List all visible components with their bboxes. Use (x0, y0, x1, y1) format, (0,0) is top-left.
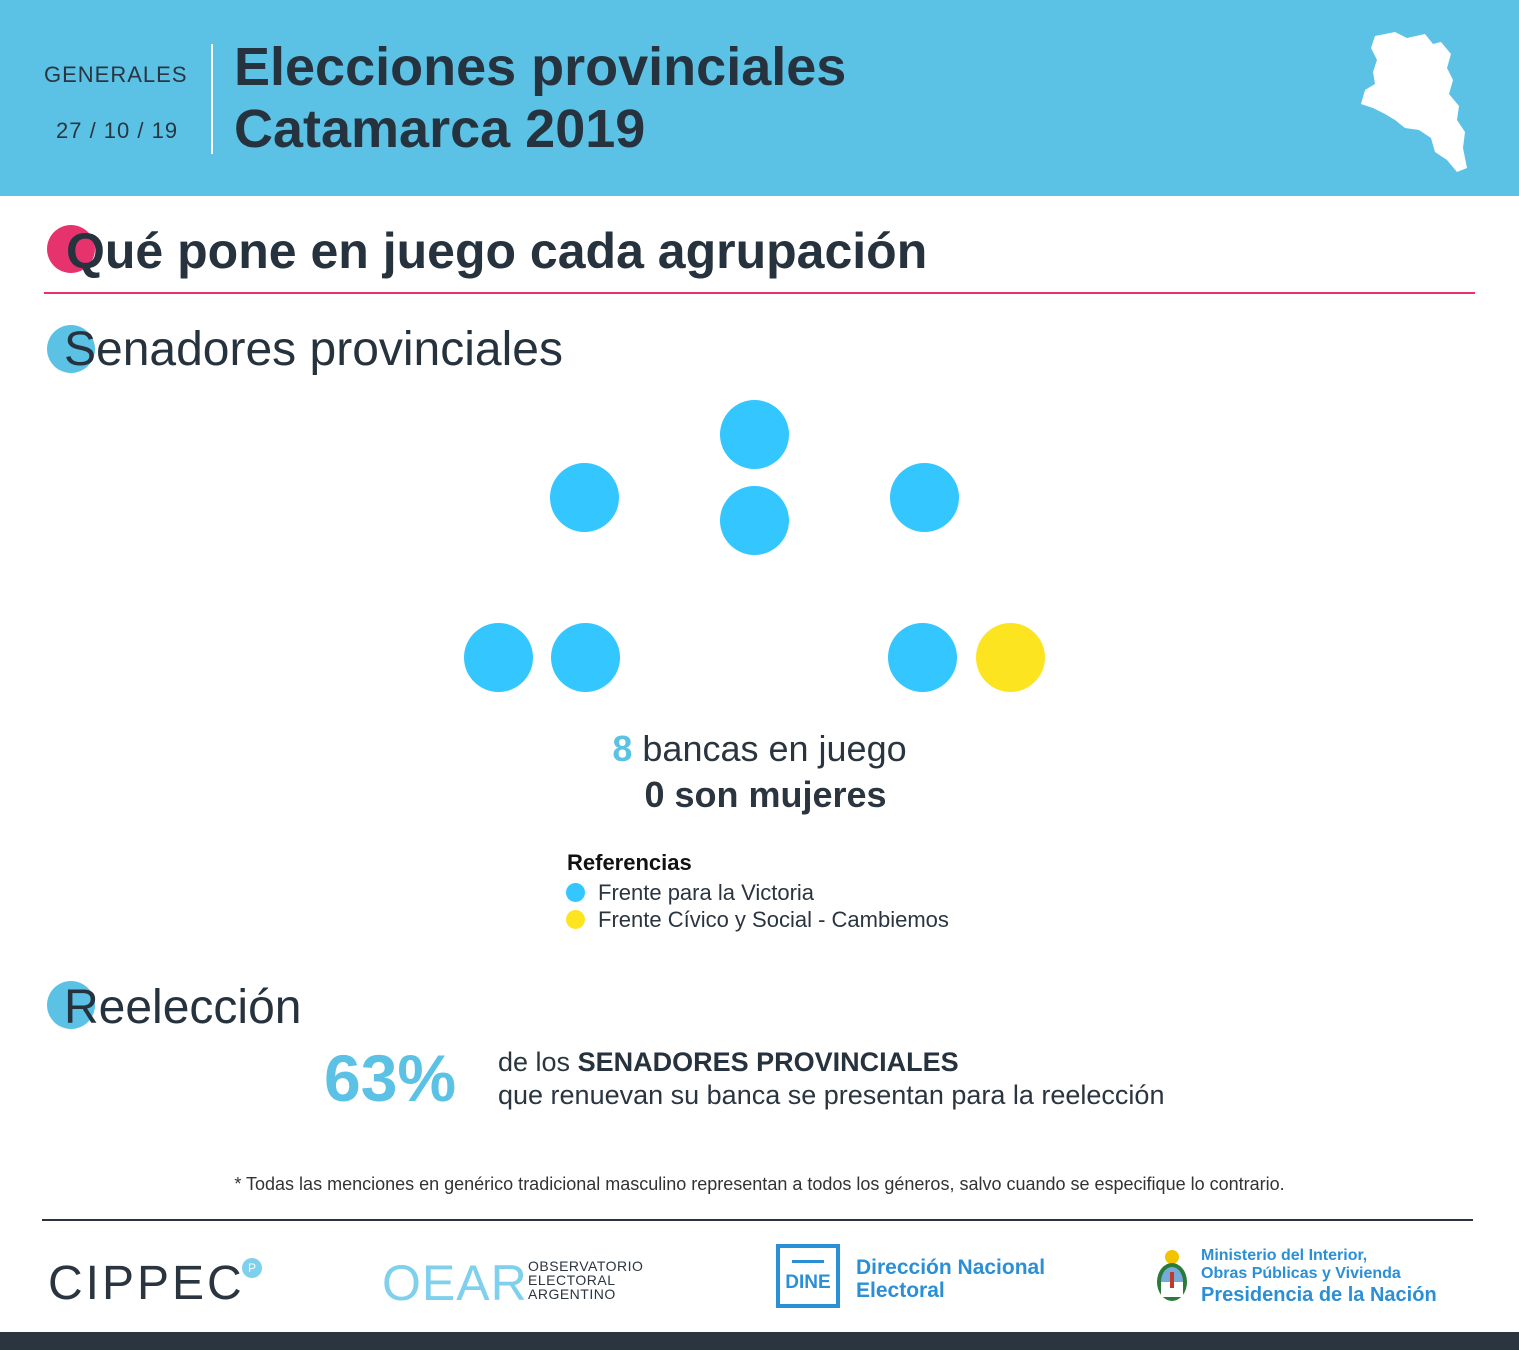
dine-name: Dirección Nacional Electoral (856, 1256, 1045, 1302)
national-coat-of-arms-icon (1157, 1250, 1187, 1301)
reelection-percent: 63% (324, 1041, 457, 1115)
reelection-bold: SENADORES PROVINCIALES (577, 1047, 959, 1077)
legend-dot-fpv (566, 883, 585, 902)
page-title-line2: Catamarca 2019 (234, 99, 646, 159)
legend-label-fpv: Frente para la Victoria (598, 880, 815, 905)
page-title-line1: Elecciones provinciales (234, 37, 847, 97)
reelection-description: de los SENADORES PROVINCIALES que renuev… (498, 1046, 1164, 1112)
dine-logo-text: DINE (785, 1272, 831, 1293)
senate-title-dot (47, 325, 95, 373)
ministry-line2: Obras Públicas y Vivienda (1201, 1265, 1401, 1282)
catamarca-map-icon (1361, 32, 1467, 172)
reelection-title-dot (47, 981, 95, 1029)
page-title: Elecciones provinciales Catamarca 2019 (234, 36, 846, 160)
seat-6 (551, 623, 620, 692)
dine-name-line2: Electoral (856, 1279, 945, 1302)
legend-item-fpv: Frente para la Victoria (566, 880, 814, 906)
oear-sub-3: ARGENTINO (528, 1286, 616, 1302)
oear-sub-1: OBSERVATORIO (528, 1258, 644, 1274)
legend-item-fcs: Frente Cívico y Social - Cambiemos (566, 907, 949, 933)
header-banner: GENERALES 27 / 10 / 19 Elecciones provin… (0, 0, 1519, 196)
seat-3 (720, 486, 789, 555)
seat-5 (464, 623, 533, 692)
ministry-line1: Ministerio del Interior, (1201, 1247, 1368, 1264)
election-date: 27 / 10 / 19 (56, 118, 179, 143)
footer-divider (42, 1219, 1473, 1221)
seat-1 (720, 400, 789, 469)
main-title-dot (47, 225, 95, 273)
legend-dot-fcs (566, 910, 585, 929)
seat-4 (890, 463, 959, 532)
seat-2 (550, 463, 619, 532)
legend-title: Referencias (567, 850, 692, 875)
reelection-section-title: Reelección (64, 981, 302, 1034)
dine-logo-icon: DINE (776, 1244, 840, 1308)
senate-section-title: Senadores provinciales (64, 323, 563, 376)
women-summary: 0 son mujeres (644, 774, 887, 815)
legend-label-fcs: Frente Cívico y Social - Cambiemos (598, 907, 949, 932)
bottom-bar (0, 1332, 1519, 1350)
seats-summary: 8 bancas en juego (0, 728, 1519, 770)
dine-logo-bar (792, 1260, 824, 1263)
ministry-name: Ministerio del Interior, Obras Públicas … (1201, 1247, 1401, 1283)
seat-7 (888, 623, 957, 692)
main-title: Qué pone en juego cada agrupación (66, 223, 928, 279)
title-underline (44, 292, 1475, 294)
cippec-badge-icon: P (242, 1258, 262, 1278)
reelection-pre: de los (498, 1047, 571, 1077)
dine-name-line1: Dirección Nacional (856, 1256, 1046, 1279)
seats-label: bancas en juego (642, 728, 907, 769)
reelection-line2: que renuevan su banca se presentan para … (498, 1080, 1165, 1110)
header-divider (211, 44, 213, 154)
footnote: * Todas las menciones en genérico tradic… (234, 1174, 1285, 1194)
seat-8 (976, 623, 1045, 692)
oear-subtitle: OBSERVATORIO ELECTORAL ARGENTINO (528, 1259, 643, 1301)
oear-logo: OEAR (382, 1255, 528, 1311)
cippec-logo: CIPPEC (48, 1257, 245, 1310)
seats-count: 8 (612, 728, 633, 769)
election-type: GENERALES (44, 62, 188, 87)
presidency-name: Presidencia de la Nación (1201, 1284, 1437, 1306)
reelection-line1: de los SENADORES PROVINCIALES (498, 1046, 1164, 1079)
oear-sub-2: ELECTORAL (528, 1272, 616, 1288)
